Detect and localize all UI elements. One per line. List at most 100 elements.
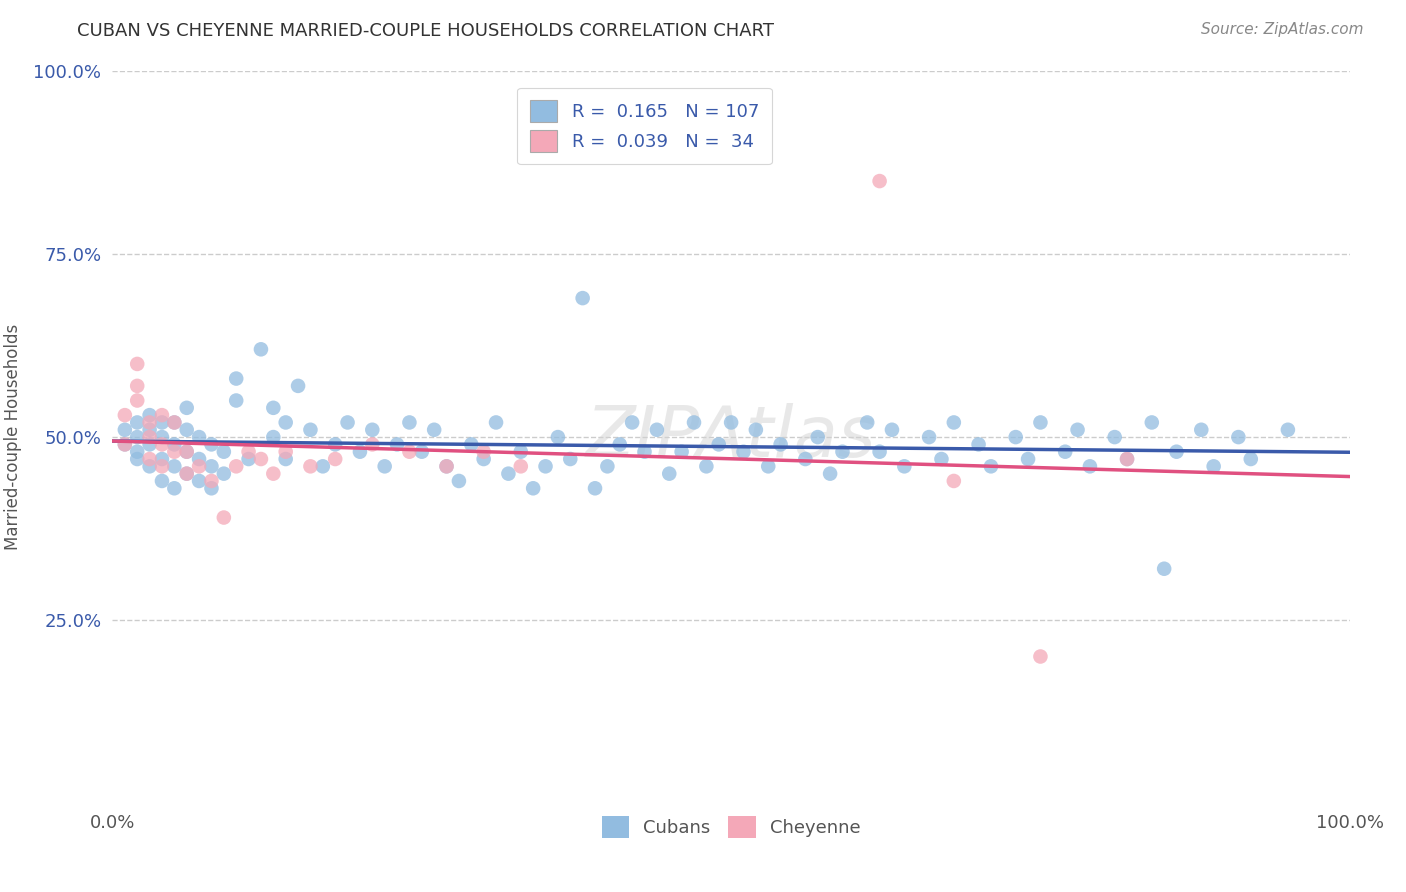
Text: CUBAN VS CHEYENNE MARRIED-COUPLE HOUSEHOLDS CORRELATION CHART: CUBAN VS CHEYENNE MARRIED-COUPLE HOUSEHO… bbox=[77, 22, 775, 40]
Point bbox=[114, 437, 136, 451]
Point bbox=[472, 452, 495, 467]
Point bbox=[1202, 459, 1225, 474]
Point bbox=[411, 444, 433, 458]
Point bbox=[150, 459, 173, 474]
Point bbox=[200, 437, 222, 451]
Point bbox=[312, 459, 335, 474]
Point bbox=[460, 437, 482, 451]
Point bbox=[150, 474, 173, 488]
Point bbox=[212, 510, 235, 524]
Point bbox=[361, 423, 384, 437]
Point bbox=[127, 393, 149, 408]
Point bbox=[967, 437, 990, 451]
Point bbox=[547, 430, 569, 444]
Point bbox=[560, 452, 582, 467]
Point bbox=[831, 444, 853, 458]
Point bbox=[250, 343, 273, 357]
Point bbox=[807, 430, 830, 444]
Point bbox=[374, 459, 396, 474]
Point bbox=[163, 416, 186, 430]
Point bbox=[918, 430, 941, 444]
Point bbox=[707, 437, 730, 451]
Point bbox=[571, 291, 593, 305]
Legend: Cubans, Cheyenne: Cubans, Cheyenne bbox=[595, 808, 868, 845]
Point bbox=[138, 430, 160, 444]
Y-axis label: Married-couple Households: Married-couple Households bbox=[4, 324, 22, 550]
Point bbox=[1066, 423, 1088, 437]
Point bbox=[509, 459, 531, 474]
Point bbox=[188, 452, 211, 467]
Point bbox=[150, 430, 173, 444]
Point bbox=[671, 444, 693, 458]
Point bbox=[472, 444, 495, 458]
Point bbox=[769, 437, 792, 451]
Point bbox=[274, 452, 297, 467]
Point bbox=[645, 423, 668, 437]
Point bbox=[262, 467, 284, 481]
Point bbox=[274, 444, 297, 458]
Point bbox=[163, 437, 186, 451]
Point bbox=[1054, 444, 1077, 458]
Point bbox=[176, 401, 198, 415]
Point bbox=[1029, 649, 1052, 664]
Point bbox=[200, 459, 222, 474]
Point bbox=[200, 481, 222, 495]
Point bbox=[385, 437, 408, 451]
Point bbox=[498, 467, 520, 481]
Point bbox=[200, 474, 222, 488]
Point bbox=[150, 416, 173, 430]
Point bbox=[856, 416, 879, 430]
Point bbox=[225, 393, 247, 408]
Point bbox=[756, 459, 779, 474]
Point bbox=[262, 430, 284, 444]
Point bbox=[794, 452, 817, 467]
Point bbox=[447, 474, 470, 488]
Point bbox=[509, 444, 531, 458]
Point bbox=[163, 416, 186, 430]
Point bbox=[621, 416, 644, 430]
Point bbox=[163, 444, 186, 458]
Text: Source: ZipAtlas.com: Source: ZipAtlas.com bbox=[1201, 22, 1364, 37]
Point bbox=[176, 467, 198, 481]
Point bbox=[150, 437, 173, 451]
Point bbox=[1140, 416, 1163, 430]
Point bbox=[114, 423, 136, 437]
Point bbox=[745, 423, 768, 437]
Point bbox=[1078, 459, 1101, 474]
Point bbox=[596, 459, 619, 474]
Point bbox=[980, 459, 1002, 474]
Point bbox=[238, 444, 260, 458]
Point bbox=[225, 371, 247, 385]
Point bbox=[1189, 423, 1212, 437]
Point bbox=[114, 408, 136, 422]
Point bbox=[1227, 430, 1250, 444]
Point bbox=[522, 481, 544, 495]
Point bbox=[176, 423, 198, 437]
Point bbox=[398, 444, 420, 458]
Point bbox=[1116, 452, 1139, 467]
Point bbox=[436, 459, 458, 474]
Point bbox=[188, 474, 211, 488]
Point bbox=[323, 452, 346, 467]
Point bbox=[138, 408, 160, 422]
Point bbox=[336, 416, 359, 430]
Point bbox=[583, 481, 606, 495]
Point bbox=[869, 174, 891, 188]
Point bbox=[127, 379, 149, 393]
Point bbox=[138, 423, 160, 437]
Point bbox=[127, 452, 149, 467]
Point bbox=[534, 459, 557, 474]
Point bbox=[818, 467, 841, 481]
Point bbox=[138, 452, 160, 467]
Point bbox=[942, 474, 965, 488]
Point bbox=[893, 459, 915, 474]
Point bbox=[1104, 430, 1126, 444]
Point bbox=[720, 416, 742, 430]
Point bbox=[127, 430, 149, 444]
Point bbox=[1240, 452, 1263, 467]
Point bbox=[683, 416, 706, 430]
Point bbox=[176, 444, 198, 458]
Point bbox=[436, 459, 458, 474]
Point bbox=[238, 452, 260, 467]
Point bbox=[262, 401, 284, 415]
